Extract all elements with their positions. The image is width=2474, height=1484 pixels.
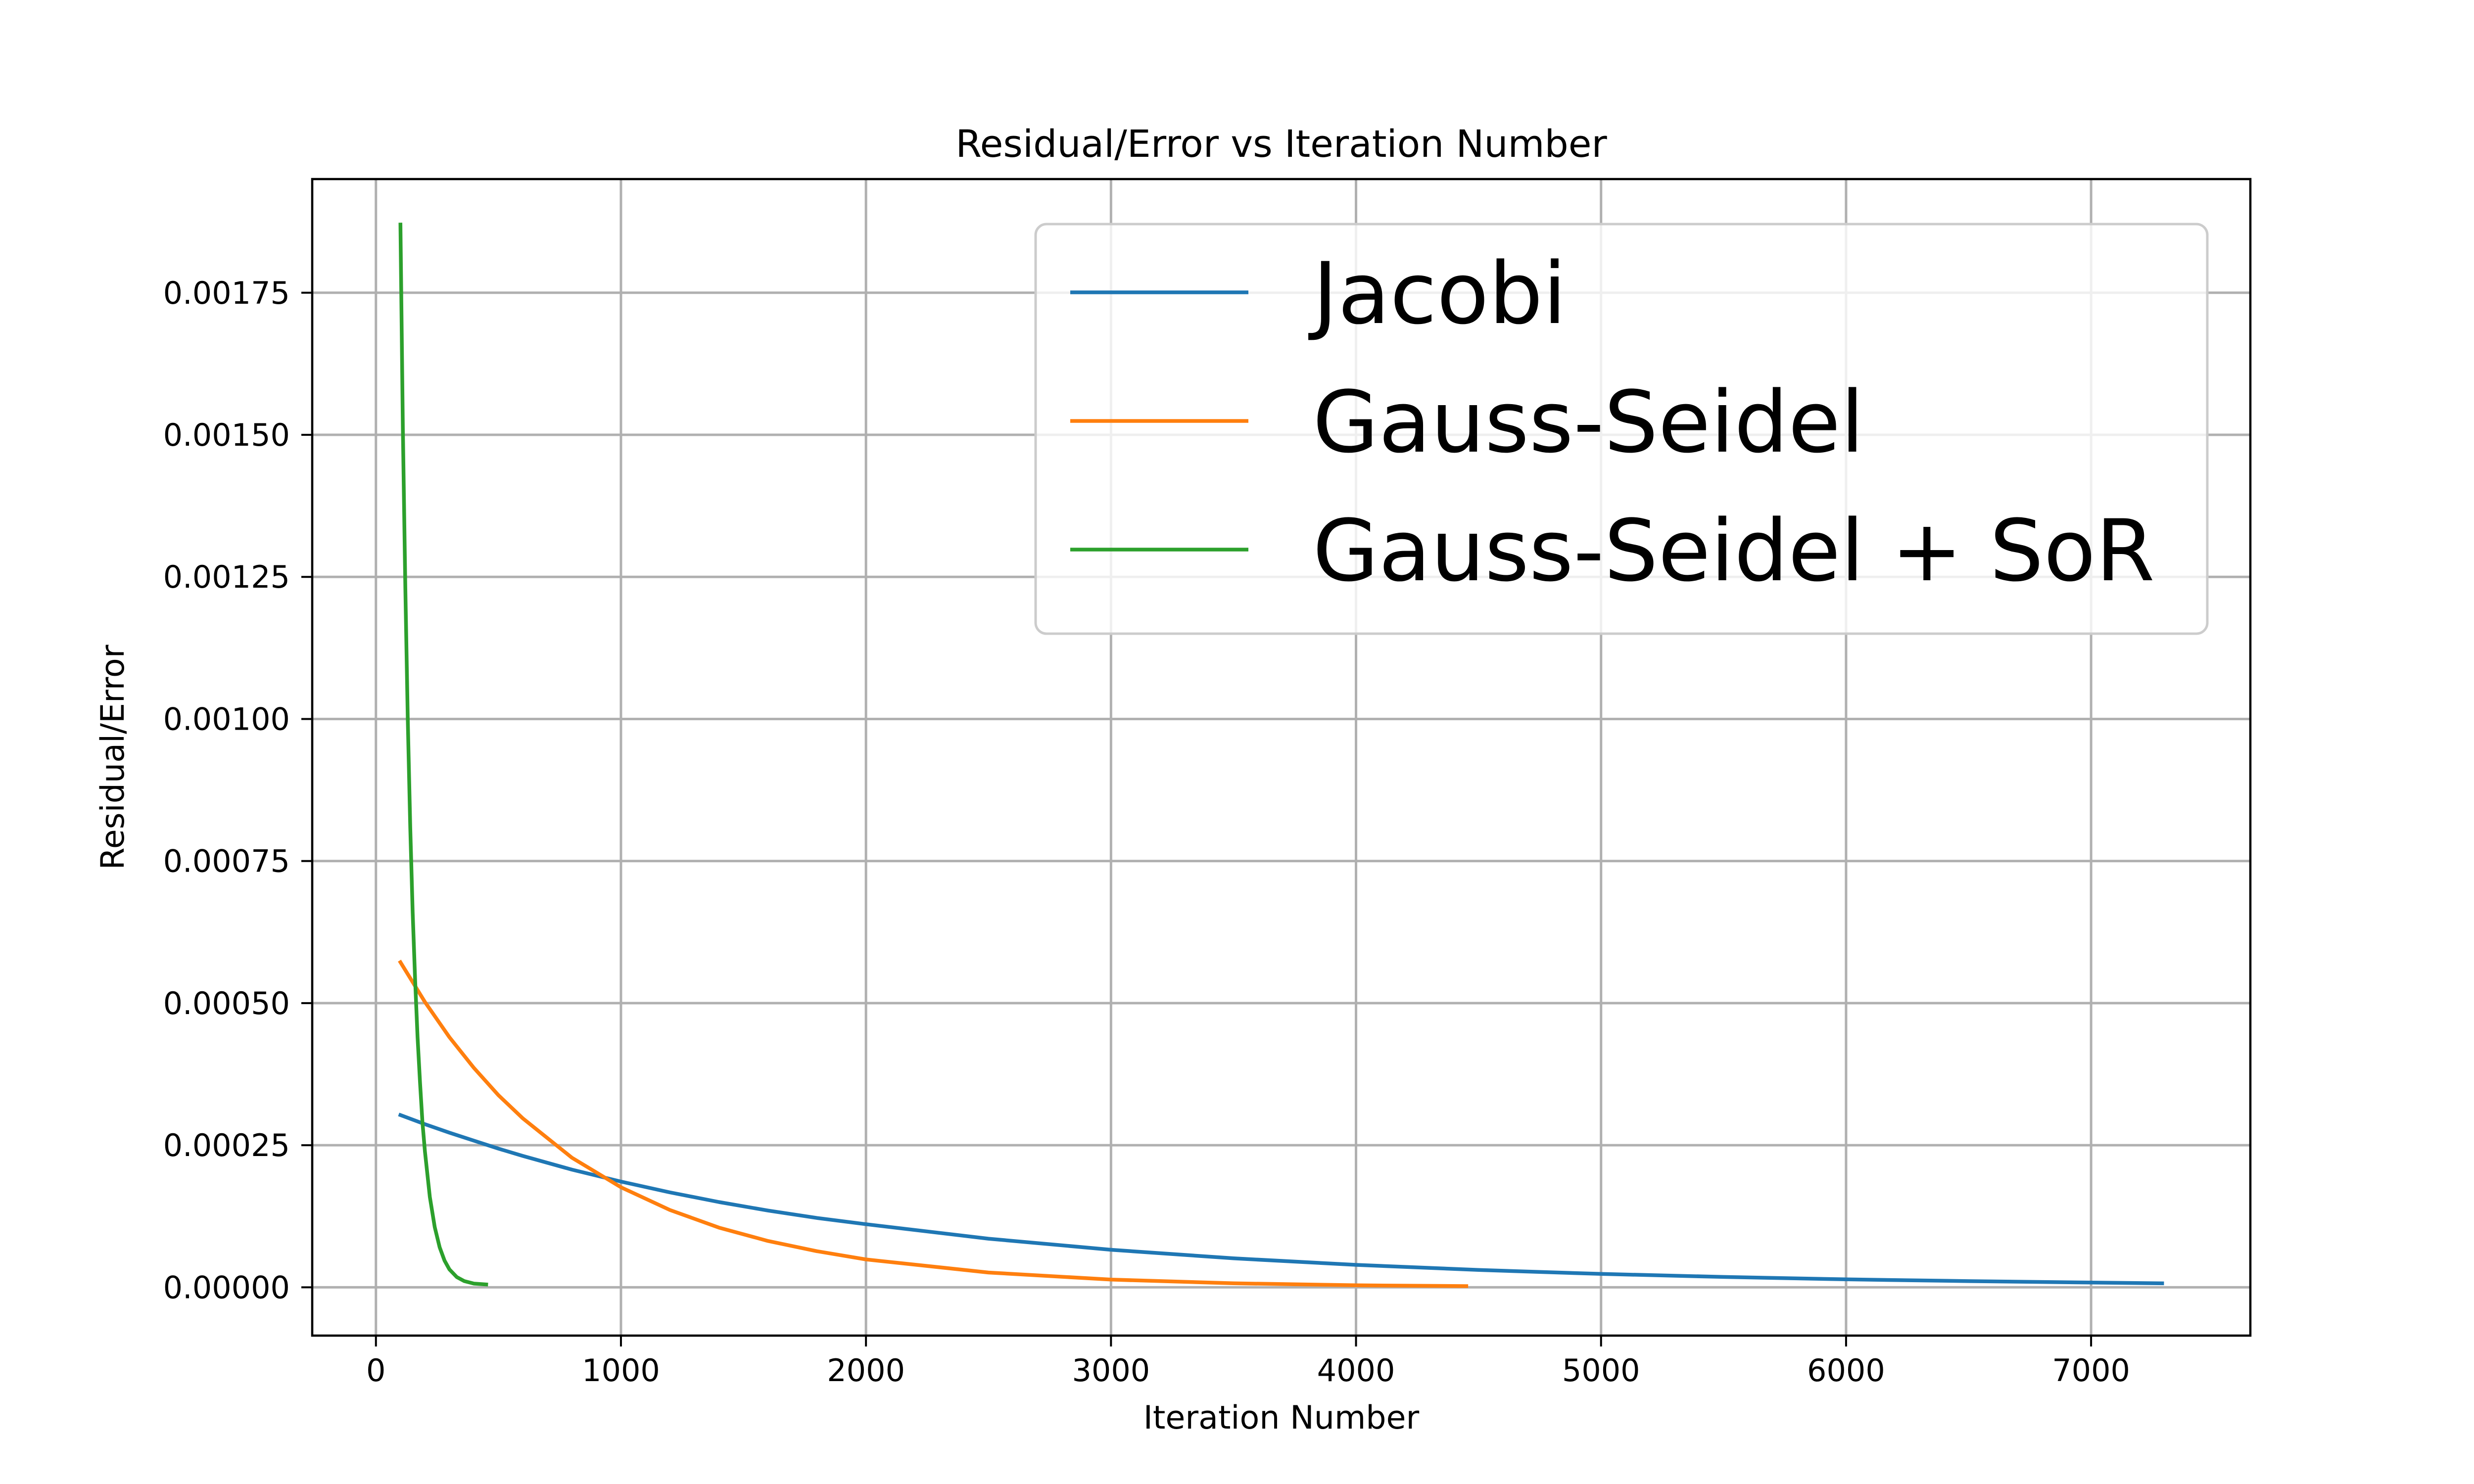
y-tick-label: 0.00000 (163, 1269, 290, 1305)
x-tick-label: 5000 (1562, 1352, 1640, 1389)
series-line-2 (398, 223, 488, 1287)
chart-title: Residual/Error vs Iteration Number (955, 122, 1607, 166)
y-tick-label: 0.00150 (163, 417, 290, 453)
plot-frame (311, 178, 2252, 1337)
y-tick-label: 0.00025 (163, 1127, 290, 1163)
ticks: 0 1000 2000 3000 4000 5000 6000 7000 0.00000 0.00… (163, 275, 2130, 1389)
legend-label-2: Gauss-Seidel + SoR (1313, 501, 2155, 601)
y-tick-label: 0.00125 (163, 559, 290, 595)
legend: Jacobi Gauss-Seidel Gauss-Seidel + SoR (1034, 223, 2209, 635)
y-tick-label: 0.00075 (163, 843, 290, 880)
x-tick-label: 1000 (582, 1352, 660, 1389)
x-tick-label: 2000 (827, 1352, 905, 1389)
series-line-0 (398, 1113, 2164, 1286)
x-tick-label: 4000 (1317, 1352, 1395, 1389)
x-tick-label: 3000 (1072, 1352, 1150, 1389)
legend-label-1: Gauss-Seidel (1313, 372, 1864, 472)
x-tick-label: 0 (366, 1352, 385, 1389)
x-axis-label: Iteration Number (1143, 1399, 1420, 1437)
legend-label-0: Jacobi (1308, 244, 1567, 343)
y-axis-label: Residual/Error (95, 645, 132, 870)
y-tick-label: 0.00050 (163, 985, 290, 1021)
series-line-1 (398, 960, 1469, 1288)
x-tick-label: 7000 (2052, 1352, 2130, 1389)
legend-box (1034, 223, 2209, 635)
y-tick-label: 0.00175 (163, 275, 290, 311)
x-tick-label: 6000 (1807, 1352, 1885, 1389)
y-tick-label: 0.00100 (163, 701, 290, 737)
series-layer (398, 223, 2164, 1288)
